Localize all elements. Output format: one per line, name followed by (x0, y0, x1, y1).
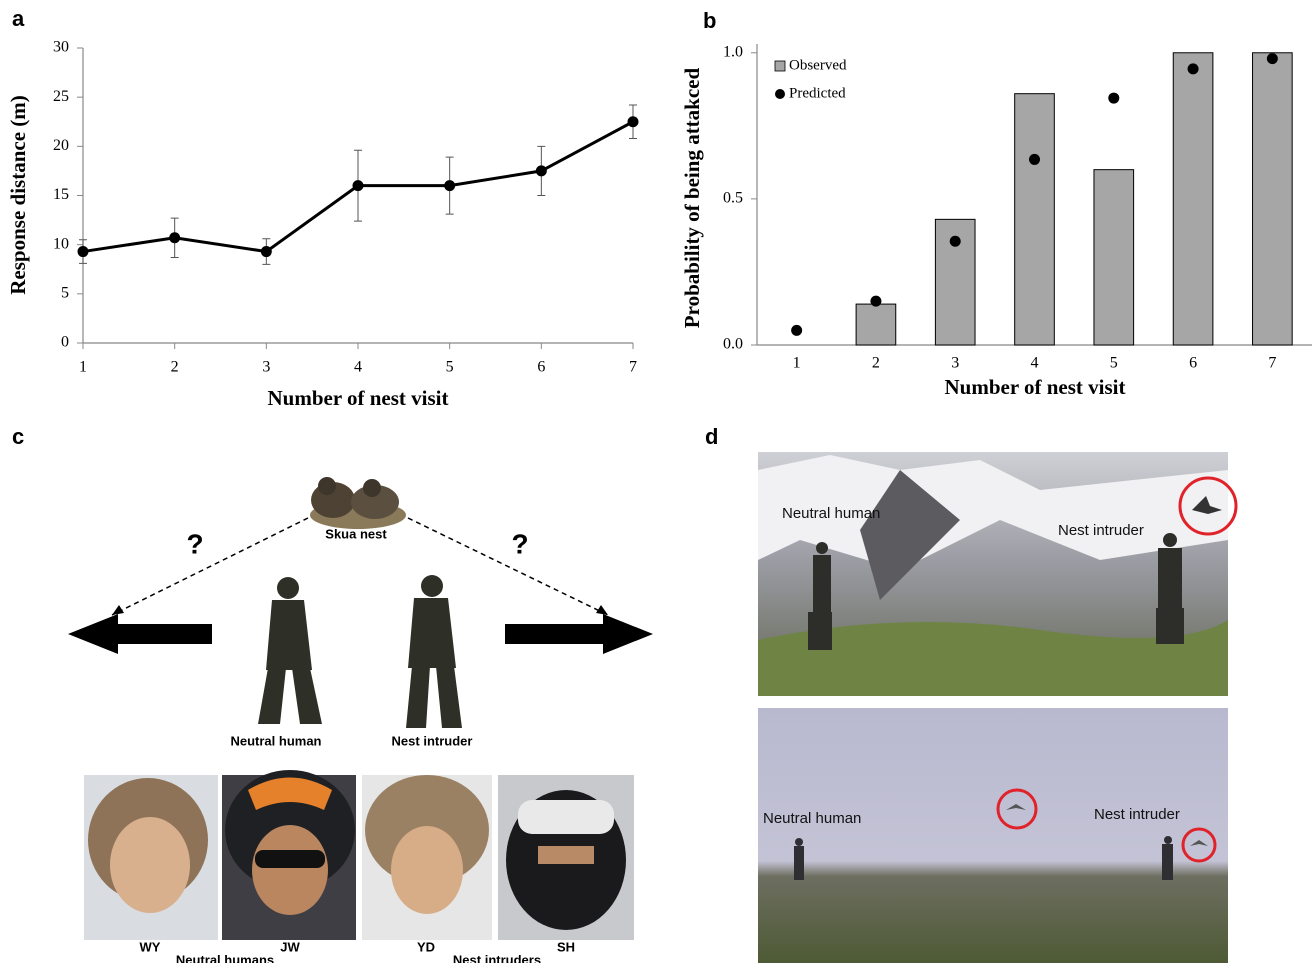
point (1108, 92, 1120, 104)
y-tick-label: 10 (53, 235, 69, 252)
point (870, 295, 882, 307)
arrow-head (596, 605, 608, 615)
legend-swatch (774, 60, 786, 72)
point (949, 235, 961, 247)
x-tick-label: 1 (79, 359, 87, 376)
dashed-arrow (407, 517, 609, 616)
bar (1172, 52, 1214, 346)
x-tick-label: 6 (537, 359, 545, 376)
question-mark: ? (511, 528, 528, 559)
legend-swatch (775, 89, 785, 99)
dashed-arrow (111, 517, 309, 616)
x-tick-label: 4 (1031, 355, 1039, 372)
y-tick-label: 25 (53, 88, 69, 105)
point (1029, 153, 1040, 165)
arrow-head (112, 605, 124, 615)
point (169, 232, 181, 244)
y-tick-label: 30 (53, 39, 69, 56)
point (627, 116, 639, 128)
point (77, 246, 89, 258)
bar (855, 303, 897, 346)
x-tick-label: 3 (262, 359, 270, 376)
y-tick-label: 1.0 (723, 43, 743, 60)
photo-label: Neutral human (782, 505, 880, 522)
x-tick-label: 3 (951, 355, 959, 372)
photo-label: Neutral human (763, 810, 861, 827)
nest-intruder-figure (406, 575, 462, 728)
legend-label: Predicted (789, 85, 846, 101)
bar (1252, 52, 1293, 346)
photo (758, 452, 1238, 696)
right-arrow (505, 614, 653, 654)
x-tick-label: 4 (354, 359, 362, 376)
panel-label: b (703, 8, 716, 33)
skua-nest (310, 477, 406, 529)
point (260, 246, 272, 258)
nest-label: Skua nest (325, 526, 387, 541)
face-label: YD (417, 939, 435, 954)
neutral-human-figure (258, 577, 322, 724)
y-tick-label: 20 (53, 137, 69, 154)
panel-label: d (705, 424, 718, 449)
point (1187, 63, 1199, 75)
face-label: WY (140, 939, 161, 954)
face-label: SH (557, 939, 575, 954)
photo-label: Nest intruder (1094, 806, 1180, 823)
panel-label: a (12, 6, 25, 31)
y-axis-label: Response distance (m) (6, 95, 30, 295)
y-tick-label: 0 (61, 334, 69, 351)
x-axis-label: Number of nest visit (267, 386, 448, 410)
x-tick-label: 2 (872, 355, 880, 372)
y-tick-label: 0.5 (723, 190, 743, 207)
y-tick-label: 5 (61, 285, 69, 302)
x-tick-label: 2 (171, 359, 179, 376)
group-label: Nest intruders (453, 952, 541, 963)
y-axis-label: Probability of being attakced (680, 67, 704, 328)
x-tick-label: 5 (446, 359, 454, 376)
x-tick-label: 5 (1110, 355, 1118, 372)
question-mark: ? (186, 528, 203, 559)
photo (758, 708, 1228, 963)
panel-label: c (12, 424, 24, 449)
point (1266, 53, 1278, 65)
x-tick-label: 6 (1189, 355, 1197, 372)
bar (1093, 169, 1135, 346)
photo-label: Nest intruder (1058, 522, 1144, 539)
point (444, 180, 456, 192)
point (791, 324, 803, 336)
x-tick-label: 1 (793, 355, 801, 372)
x-axis-label: Number of nest visit (944, 375, 1125, 399)
left-arrow (68, 614, 212, 654)
point (352, 180, 364, 192)
figure-label: Nest intruder (392, 733, 473, 748)
x-tick-label: 7 (629, 359, 637, 376)
face-label: JW (280, 939, 300, 954)
legend-label: Observed (789, 57, 847, 73)
x-tick-label: 7 (1268, 355, 1276, 372)
face-photos (84, 770, 634, 940)
group-label: Neutral humans (176, 952, 274, 963)
figure-label: Neutral human (230, 733, 321, 748)
point (535, 165, 547, 177)
y-tick-label: 0.0 (723, 336, 743, 353)
y-tick-label: 15 (53, 186, 69, 203)
bar (1014, 93, 1055, 346)
